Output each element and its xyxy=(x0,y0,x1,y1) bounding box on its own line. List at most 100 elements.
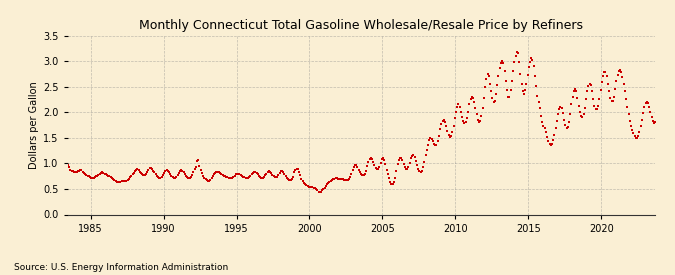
Point xyxy=(553,112,564,117)
Point xyxy=(371,167,382,171)
Point xyxy=(277,168,288,173)
Point xyxy=(495,61,506,65)
Y-axis label: Dollars per Gallon: Dollars per Gallon xyxy=(29,81,38,169)
Point xyxy=(121,179,132,183)
Point xyxy=(389,180,400,185)
Point xyxy=(111,180,122,184)
Point xyxy=(309,186,320,191)
Point xyxy=(502,88,512,93)
Point xyxy=(674,102,675,106)
Point xyxy=(662,111,673,115)
Point xyxy=(657,88,668,93)
Point xyxy=(285,178,296,183)
Point xyxy=(416,168,427,173)
Point xyxy=(632,136,643,141)
Point xyxy=(556,106,567,110)
Point xyxy=(585,83,596,87)
Point xyxy=(387,182,398,186)
Point xyxy=(649,121,659,125)
Point xyxy=(477,106,488,110)
Point xyxy=(310,187,321,191)
Point xyxy=(176,167,186,172)
Point xyxy=(63,163,74,168)
Point xyxy=(151,174,162,178)
Point xyxy=(93,172,104,177)
Point xyxy=(555,104,566,109)
Point xyxy=(140,171,151,176)
Point xyxy=(488,100,499,104)
Point xyxy=(352,165,362,169)
Point xyxy=(133,168,144,172)
Point xyxy=(537,120,547,124)
Point xyxy=(105,175,116,179)
Point xyxy=(134,169,145,174)
Point xyxy=(524,65,535,69)
Point xyxy=(377,156,388,161)
Point xyxy=(564,120,574,124)
Point xyxy=(117,179,128,183)
Point xyxy=(315,189,325,194)
Point xyxy=(397,158,408,163)
Point xyxy=(195,167,206,172)
Point xyxy=(274,170,285,175)
Point xyxy=(284,178,295,183)
Point xyxy=(346,171,357,176)
Point xyxy=(242,176,253,180)
Point xyxy=(400,165,410,169)
Point xyxy=(486,89,497,94)
Point xyxy=(591,107,602,111)
Point xyxy=(267,172,277,177)
Point xyxy=(87,175,98,180)
Point xyxy=(436,122,447,126)
Point xyxy=(661,104,672,109)
Point xyxy=(104,174,115,178)
Point xyxy=(200,177,211,182)
Point xyxy=(198,174,209,178)
Point xyxy=(646,115,657,119)
Point xyxy=(345,175,356,179)
Point xyxy=(163,168,173,173)
Point xyxy=(78,170,89,175)
Point xyxy=(254,175,265,179)
Point xyxy=(82,174,93,178)
Point xyxy=(159,170,169,175)
Point xyxy=(114,180,125,184)
Point xyxy=(163,170,174,174)
Point xyxy=(154,176,165,180)
Point xyxy=(238,175,248,179)
Point xyxy=(468,95,479,100)
Point xyxy=(132,167,142,171)
Point xyxy=(396,156,406,160)
Point xyxy=(101,172,111,176)
Point xyxy=(256,175,267,180)
Point xyxy=(160,169,171,173)
Point xyxy=(358,172,369,177)
Point xyxy=(533,100,544,104)
Point xyxy=(193,158,204,163)
Point xyxy=(362,164,373,169)
Point xyxy=(656,90,667,95)
Point xyxy=(119,179,130,183)
Point xyxy=(424,138,435,143)
Point xyxy=(671,95,675,100)
Point xyxy=(628,131,639,136)
Point xyxy=(328,177,339,182)
Point xyxy=(257,175,268,180)
Point xyxy=(192,159,202,163)
Point xyxy=(308,186,319,190)
Point xyxy=(472,117,483,122)
Point xyxy=(611,79,622,83)
Point xyxy=(66,168,77,173)
Point xyxy=(175,168,186,173)
Point xyxy=(289,170,300,174)
Point xyxy=(593,103,603,108)
Point xyxy=(271,175,281,179)
Point xyxy=(230,172,241,176)
Point xyxy=(369,163,380,168)
Point xyxy=(610,87,620,91)
Point xyxy=(548,138,559,142)
Point xyxy=(532,93,543,98)
Point xyxy=(368,160,379,165)
Point xyxy=(620,89,630,94)
Point xyxy=(392,162,403,167)
